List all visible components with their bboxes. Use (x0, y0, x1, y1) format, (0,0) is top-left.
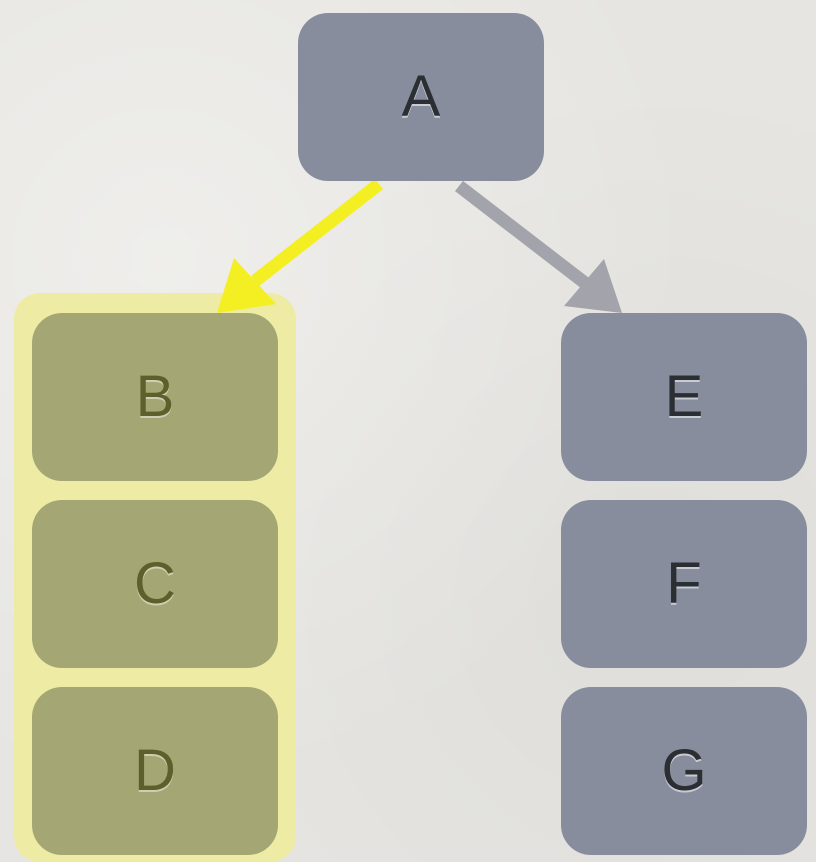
node-g-label: G (661, 738, 707, 803)
node-a-label: A (401, 64, 441, 129)
arrow-a-to-b (217, 178, 384, 313)
node-b-label: B (135, 364, 175, 429)
node-c: C (32, 500, 278, 668)
node-d: D (32, 687, 278, 855)
node-b: B (32, 313, 278, 481)
node-a: A (298, 13, 544, 181)
node-g: G (561, 687, 807, 855)
node-f: F (561, 500, 807, 668)
arrow-a-to-e (455, 180, 622, 313)
node-e: E (561, 313, 807, 481)
node-f-label: F (666, 551, 702, 616)
node-d-label: D (134, 738, 176, 803)
node-c-label: C (134, 551, 176, 616)
node-e-label: E (664, 364, 704, 429)
